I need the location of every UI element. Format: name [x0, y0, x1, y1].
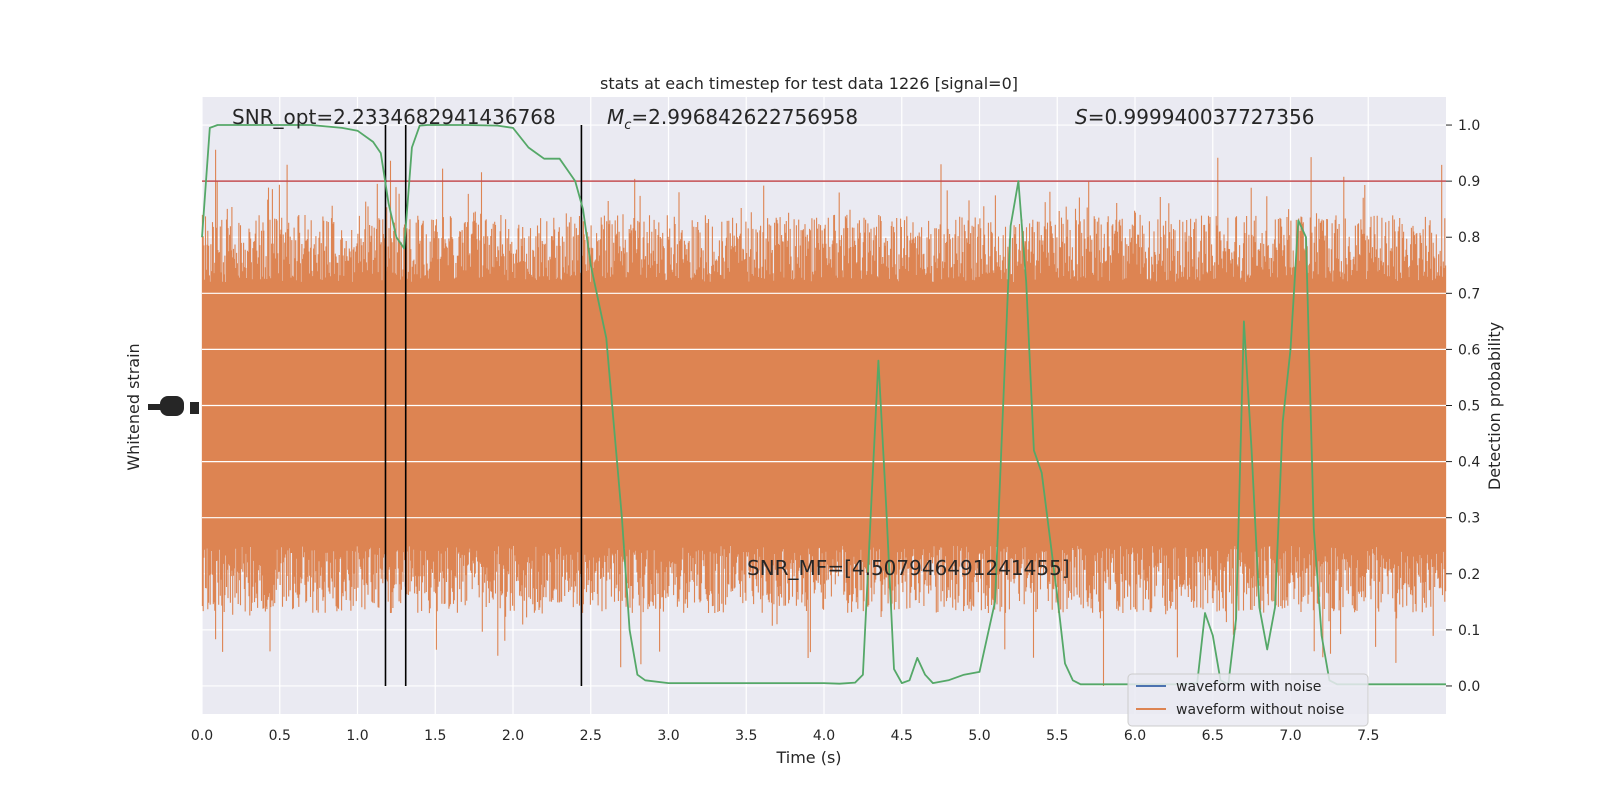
x-tick-label: 1.5 — [424, 728, 446, 744]
mc-symbol: M — [607, 105, 624, 129]
x-tick-label: 6.5 — [1202, 728, 1224, 744]
y-tick-label: 0.5 — [1458, 399, 1480, 415]
chart-title: stats at each timestep for test data 122… — [600, 74, 1018, 93]
y-axis-ticks-right: 0.0 0.1 0.2 0.3 0.4 0.5 0.6 0.7 0.8 0.9 1.0 — [1446, 118, 1480, 695]
x-tick-label: 5.5 — [1046, 728, 1068, 744]
y-axis-label-right: Detection probability — [1485, 322, 1504, 490]
legend-box — [1127, 673, 1369, 727]
x-axis-label: Time (s) — [775, 748, 841, 767]
mc-value: =2.996842622756958 — [631, 105, 858, 129]
y-tick-label: 0.9 — [1458, 174, 1480, 190]
left-axis-tick-cluster — [148, 396, 199, 416]
detection-probability-series — [201, 124, 1446, 686]
x-axis-ticks: 0.0 0.5 1.0 1.5 2.0 2.5 3.0 3.5 4.0 4.5 5.0 5.5 6.0 6… — [191, 728, 1380, 744]
detection-probability-line — [201, 124, 1446, 686]
left-tick-bar — [148, 404, 170, 410]
x-tick-label: 4.5 — [891, 728, 913, 744]
legend-label-with-noise: waveform with noise — [1176, 679, 1321, 695]
y-tick-label: 1.0 — [1458, 118, 1480, 134]
y-tick-label: 0.8 — [1458, 230, 1480, 246]
x-tick-label: 6.0 — [1124, 728, 1146, 744]
mc-annotation: Mc=2.996842622756958 — [607, 105, 858, 133]
legend-label-without-noise: waveform without noise — [1176, 702, 1344, 718]
y-tick-label: 0.7 — [1458, 286, 1480, 302]
x-tick-label: 2.5 — [580, 728, 602, 744]
strain-core — [202, 282, 1446, 546]
y-tick-label: 0.3 — [1458, 511, 1480, 527]
x-tick-label: 0.5 — [269, 728, 291, 744]
x-tick-label: 3.5 — [735, 728, 757, 744]
x-tick-label: 4.0 — [813, 728, 835, 744]
y-tick-label: 0.4 — [1458, 455, 1480, 471]
x-tick-label: 7.0 — [1279, 728, 1301, 744]
x-tick-label: 0.0 — [191, 728, 213, 744]
y-tick-label: 0.6 — [1458, 342, 1480, 358]
y-tick-label: 0.2 — [1458, 567, 1480, 583]
x-tick-label: 1.0 — [346, 728, 368, 744]
y-tick-label: 0.1 — [1458, 623, 1480, 639]
s-annotation: S=0.999940037727356 — [1075, 105, 1314, 129]
mc-subscript: c — [624, 118, 631, 133]
snr-mf-annotation: SNR_MF=[4.507946491241455] — [747, 556, 1070, 580]
left-tick-mark — [190, 402, 199, 414]
left-tick-blob — [160, 396, 184, 416]
y-axis-label-left: Whitened strain — [124, 343, 143, 470]
legend: waveform with noise waveform without noi… — [1127, 673, 1369, 727]
x-tick-label: 5.0 — [968, 728, 990, 744]
s-symbol: S — [1075, 105, 1088, 129]
x-tick-label: 2.0 — [502, 728, 524, 744]
x-tick-label: 3.0 — [657, 728, 679, 744]
y-tick-label: 0.0 — [1458, 679, 1480, 695]
x-tick-label: 7.5 — [1357, 728, 1379, 744]
s-value: =0.999940037727356 — [1088, 105, 1315, 129]
snr-opt-annotation: SNR_opt=2.2334682941436768 — [232, 105, 556, 129]
